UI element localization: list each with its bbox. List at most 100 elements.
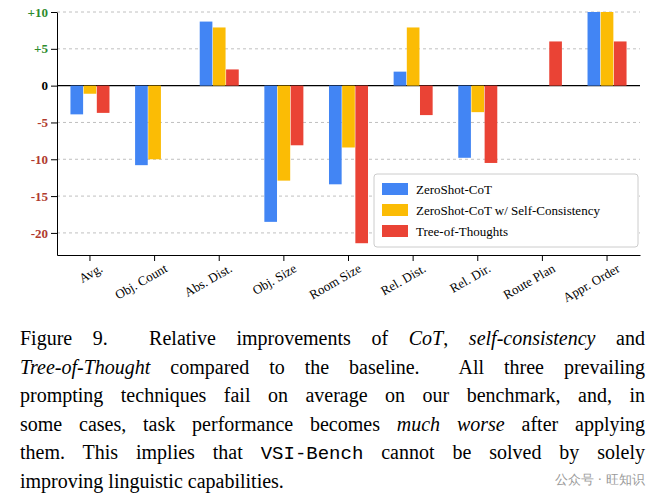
- bars: [70, 12, 626, 243]
- caption-line: some cases, task performance becomes muc…: [20, 413, 645, 436]
- bar: [407, 27, 420, 85]
- y-tick-mark: [51, 159, 57, 160]
- bar: [485, 86, 498, 163]
- y-tick-label: -20: [31, 226, 48, 241]
- x-tick: Obj. Size: [250, 255, 300, 298]
- x-tick-mark: [607, 255, 608, 261]
- bar: [135, 86, 148, 166]
- caption-text: CoT: [409, 327, 445, 349]
- y-tick-label: +10: [28, 5, 48, 20]
- x-tick-mark: [89, 255, 90, 261]
- legend-box: [374, 174, 638, 247]
- caption-line: prompting techniques fail on average on …: [20, 384, 645, 407]
- bar: [97, 86, 110, 113]
- x-tick-mark: [219, 255, 220, 261]
- x-axis: Avg. Obj. Count Abs. Dist. Obj. SizeRoom Si…: [58, 255, 641, 305]
- bar: [549, 41, 562, 85]
- x-tick: Route Plan: [500, 255, 558, 302]
- legend-label: ZeroShot-CoT w/ Self-Consistency: [416, 203, 600, 218]
- legend-swatch: [382, 204, 408, 216]
- y-tick: +10: [28, 5, 57, 20]
- x-tick-label: Obj. Count: [112, 260, 170, 302]
- y-tick-mark: [51, 12, 57, 13]
- legend-label: Tree-of-Thoughts: [416, 224, 508, 239]
- caption-text: self-consistency: [469, 327, 596, 350]
- x-tick: Room Size: [306, 255, 363, 302]
- y-tick-label: -5: [37, 115, 48, 130]
- caption-text: Tree-of-Thought: [20, 356, 151, 379]
- caption-line: them. This implies that VSI-Bench cannot…: [20, 441, 645, 465]
- x-tick: Obj. Count: [112, 255, 170, 302]
- caption-text: improving linguistic capabilities.: [20, 470, 284, 493]
- bar: [523, 85, 536, 86]
- bar: [394, 72, 407, 86]
- bar: [614, 41, 627, 85]
- bar: [420, 86, 433, 115]
- bar: [329, 86, 342, 185]
- caption-line: improving linguistic capabilities.: [20, 470, 284, 493]
- bar: [588, 12, 601, 86]
- caption-text: them. This implies that: [20, 441, 261, 464]
- caption-text: ,: [443, 327, 469, 349]
- bar: [536, 85, 549, 86]
- legend-swatch: [382, 183, 408, 195]
- bar: [264, 86, 277, 222]
- y-tick-label: +5: [34, 41, 48, 56]
- caption-text: VSI-Bench: [261, 443, 364, 465]
- y-tick: -5: [37, 115, 57, 130]
- x-tick-label: Rel. Dir.: [447, 261, 493, 296]
- x-tick: Abs. Dist.: [182, 255, 235, 300]
- grid-line: [57, 12, 640, 13]
- bar: [458, 86, 471, 158]
- x-tick-label: Rel. Dist.: [378, 261, 428, 299]
- y-tick-mark: [51, 86, 57, 87]
- y-tick: -10: [31, 152, 57, 167]
- figure: -20 -15 -10 -5 0 +5 +10 Avg. Obj. Count Abs. Dist…: [0, 0, 663, 503]
- x-tick-label: Route Plan: [500, 260, 558, 302]
- caption-line: Tree-of-Thought compared to the baseline…: [20, 356, 645, 379]
- x-tick: Appr. Order: [560, 255, 622, 305]
- caption-text: prompting techniques fail on average on …: [20, 384, 645, 407]
- x-tick-label: Abs. Dist.: [182, 261, 235, 300]
- legend-swatch: [382, 225, 408, 237]
- x-tick-label: Obj. Size: [250, 260, 300, 297]
- x-tick-mark: [477, 255, 478, 261]
- y-axis: -20 -15 -10 -5 0 +5 +10: [28, 5, 58, 256]
- x-tick: Rel. Dist.: [378, 255, 428, 298]
- caption-text: cannot be solved by solely: [363, 441, 645, 464]
- bar: [84, 86, 97, 94]
- y-tick: +5: [34, 41, 57, 56]
- x-tick-label: Avg.: [76, 261, 105, 286]
- x-tick-mark: [413, 255, 414, 261]
- y-tick-label: -15: [31, 189, 49, 204]
- bar: [601, 12, 614, 86]
- x-tick-label: Room Size: [306, 260, 363, 302]
- y-tick: 0: [42, 78, 58, 93]
- y-tick: -20: [31, 226, 57, 241]
- y-tick-mark: [51, 122, 57, 123]
- bar: [226, 69, 239, 85]
- caption-text: some cases, task performance becomes: [20, 413, 397, 436]
- caption-text: after applying: [505, 413, 645, 436]
- bar: [200, 22, 213, 86]
- x-tick-mark: [154, 255, 155, 261]
- bar: [355, 86, 368, 244]
- legend: ZeroShot-CoT ZeroShot-CoT w/ Self-Consist…: [374, 174, 638, 247]
- legend-label: ZeroShot-CoT: [416, 182, 492, 197]
- bar: [278, 86, 291, 181]
- y-tick-mark: [51, 49, 57, 50]
- caption-text: and: [595, 327, 645, 349]
- bar: [161, 85, 174, 86]
- x-tick: Avg.: [76, 255, 105, 286]
- x-tick-mark: [542, 255, 543, 261]
- bar: [471, 86, 484, 113]
- bar: [148, 86, 161, 160]
- watermark: 公众号 · 旺知识: [555, 472, 645, 487]
- caption-text: Figure 9. Relative improvements of: [20, 327, 409, 350]
- caption-text: much worse: [397, 413, 505, 435]
- bar: [213, 27, 226, 85]
- x-tick-label: Appr. Order: [560, 260, 622, 305]
- bar: [70, 86, 83, 115]
- x-tick-mark: [283, 255, 284, 261]
- y-tick-label: 0: [42, 78, 49, 93]
